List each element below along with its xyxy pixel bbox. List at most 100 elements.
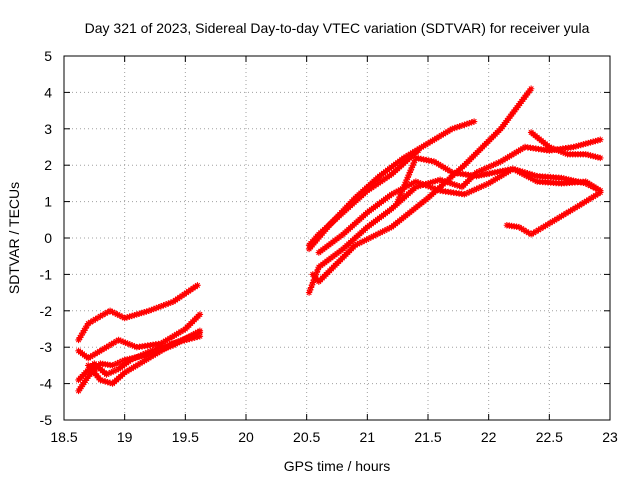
data-point	[317, 251, 321, 255]
data-point	[460, 185, 464, 189]
data-point	[578, 203, 582, 207]
data-point	[499, 160, 503, 164]
data-point	[365, 225, 369, 229]
data-point	[584, 152, 588, 156]
series-group	[75, 85, 604, 395]
series-sat-k	[394, 154, 604, 205]
series-sat-a	[75, 282, 201, 344]
data-point	[535, 174, 539, 178]
data-point	[108, 309, 112, 313]
y-tick-labels: -5 -4 -3 -2 -1 0 1 2 3 4 5	[40, 48, 53, 428]
data-point	[566, 152, 569, 156]
data-point	[117, 338, 121, 342]
data-point	[529, 87, 533, 91]
data-point	[183, 327, 187, 331]
data-point	[123, 371, 127, 375]
data-point	[105, 373, 108, 376]
data-point	[598, 138, 602, 142]
data-point	[541, 225, 545, 229]
data-point	[171, 342, 175, 346]
data-point	[153, 347, 157, 351]
data-point	[475, 174, 478, 178]
data-point	[135, 345, 139, 349]
data-point	[499, 127, 503, 131]
series-sat-h	[309, 85, 535, 285]
data-point	[598, 191, 602, 194]
data-point	[307, 243, 311, 247]
x-tick-label: 21	[360, 429, 376, 445]
y-tick-label: 1	[44, 194, 52, 210]
data-point	[535, 180, 539, 184]
data-point	[529, 130, 533, 134]
data-point	[365, 189, 369, 193]
data-point	[92, 362, 96, 366]
data-point	[560, 176, 563, 180]
x-tick-label: 22	[481, 429, 497, 445]
data-point	[408, 156, 412, 160]
series-sat-e	[85, 329, 204, 387]
data-point	[77, 338, 81, 342]
y-tick-label: -1	[40, 266, 53, 282]
data-point	[86, 322, 90, 325]
series-markers	[85, 329, 204, 387]
data-point	[402, 156, 406, 160]
data-point	[341, 247, 345, 251]
y-tick-label: -4	[40, 376, 53, 392]
y-axis-label: SDTVAR / TECUs	[6, 182, 22, 294]
data-point	[86, 363, 90, 367]
data-point	[111, 382, 114, 386]
data-point	[98, 314, 102, 318]
data-point	[123, 316, 127, 320]
data-point	[98, 362, 102, 366]
x-tick-label: 20	[238, 429, 254, 445]
data-point	[117, 367, 121, 371]
x-tick-label: 19	[117, 429, 133, 445]
data-point	[390, 207, 394, 211]
data-point	[86, 374, 90, 378]
data-point	[390, 225, 394, 229]
y-tick-label: 4	[44, 84, 52, 100]
data-point	[317, 265, 321, 269]
y-tick-label: -3	[40, 339, 53, 355]
data-point	[438, 189, 442, 193]
data-point	[111, 363, 114, 367]
data-point	[341, 232, 345, 236]
data-point	[584, 181, 588, 185]
data-point	[414, 185, 418, 189]
series-sat-g	[305, 147, 422, 249]
series-markers	[75, 282, 201, 344]
data-point	[341, 211, 345, 214]
data-point	[523, 145, 527, 149]
data-point	[511, 167, 515, 171]
data-point	[493, 171, 497, 174]
data-point	[396, 200, 400, 204]
data-point	[171, 300, 175, 304]
data-point	[147, 356, 151, 360]
x-axis-label: GPS time / hours	[284, 458, 391, 474]
y-tick-label: -5	[40, 412, 53, 428]
data-point	[450, 171, 454, 174]
x-tick-label: 22.5	[536, 429, 563, 445]
data-point	[517, 225, 521, 229]
series-sat-m	[527, 129, 604, 162]
data-point	[560, 181, 563, 185]
data-point	[123, 358, 127, 362]
chart-title: Day 321 of 2023, Sidereal Day-to-day VTE…	[85, 20, 590, 36]
data-point	[105, 345, 108, 349]
data-point	[438, 178, 442, 182]
series-sat-l	[503, 189, 604, 238]
data-point	[307, 247, 311, 251]
x-tick-labels: 18.5 19 19.5 20 20.5 21 21.5 22 22.5 23	[50, 429, 618, 445]
series-sat-j	[315, 165, 604, 256]
data-point	[77, 389, 81, 393]
y-tick-label: 5	[44, 48, 52, 64]
data-point	[462, 192, 466, 196]
data-point	[98, 378, 102, 382]
data-point	[472, 120, 476, 123]
data-point	[426, 141, 430, 145]
data-point	[147, 309, 151, 313]
axis-ticks	[63, 55, 611, 421]
data-point	[598, 156, 602, 160]
x-tick-label: 19.5	[172, 429, 199, 445]
series-sat-i	[305, 136, 604, 296]
